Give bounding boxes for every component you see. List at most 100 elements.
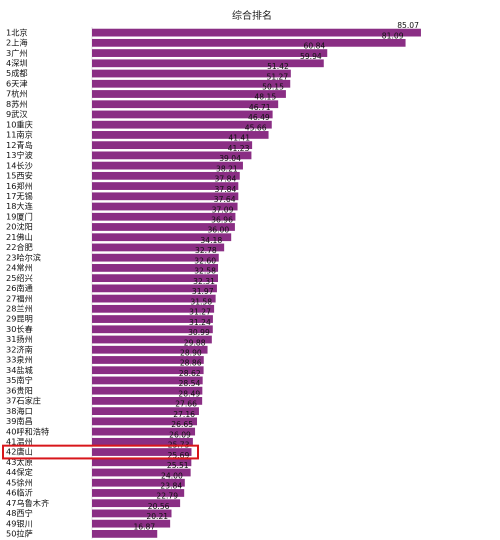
bar — [92, 202, 238, 211]
value-label: 32.60 — [194, 256, 216, 265]
value-label: 16.87 — [133, 522, 155, 531]
value-label: 20.56 — [148, 502, 170, 511]
category-label: 1北京 — [6, 27, 28, 37]
category-label: 12青岛 — [6, 140, 33, 150]
value-label: 22.79 — [156, 492, 178, 501]
category-label: 33泉州 — [6, 355, 33, 365]
bar — [92, 79, 291, 88]
category-label: 38海口 — [6, 406, 33, 416]
category-label: 34盐城 — [6, 365, 33, 375]
category-label: 41温州 — [6, 437, 33, 447]
bar — [92, 141, 253, 150]
category-label: 15西安 — [6, 171, 33, 181]
bar — [92, 49, 328, 57]
bar — [92, 131, 269, 139]
bar — [92, 120, 272, 129]
value-label: 24.00 — [161, 471, 183, 480]
category-label: 5成都 — [6, 68, 28, 78]
category-label: 8苏州 — [6, 99, 28, 109]
value-label: 32.58 — [194, 267, 216, 276]
category-label: 9武汉 — [6, 109, 28, 119]
bar — [92, 59, 324, 68]
bar — [92, 468, 191, 477]
bar — [92, 417, 198, 426]
bar — [92, 315, 213, 323]
bar — [92, 437, 193, 446]
value-label: 32.78 — [195, 246, 217, 255]
value-label: 51.42 — [267, 62, 289, 71]
bar — [92, 458, 192, 467]
value-label: 37.09 — [212, 205, 234, 214]
category-label: 11南京 — [6, 130, 33, 140]
bar — [92, 335, 212, 344]
category-label: 35南宁 — [6, 375, 33, 385]
bar — [92, 325, 213, 334]
bar — [92, 264, 219, 272]
category-label: 27福州 — [6, 293, 33, 303]
highlight-box — [2, 444, 199, 460]
value-label: 60.84 — [304, 42, 326, 51]
value-label: 59.94 — [300, 52, 322, 61]
bar — [92, 386, 203, 395]
value-label: 28.49 — [178, 389, 200, 398]
value-label: 85.07 — [397, 21, 419, 30]
value-label: 28.86 — [180, 359, 202, 368]
bar — [92, 509, 172, 518]
bar — [92, 489, 185, 497]
value-label: 41.41 — [228, 134, 250, 143]
value-label: 29.88 — [184, 338, 206, 347]
bars-group — [92, 28, 421, 538]
category-label: 43太原 — [6, 457, 33, 467]
bar — [92, 69, 291, 78]
category-label: 21佛山 — [6, 232, 33, 242]
value-label: 51.27 — [266, 72, 288, 81]
category-labels: 1北京2上海3广州4深圳5成都6天津7杭州8苏州9武汉10重庆11南京12青岛1… — [6, 27, 49, 538]
category-label: 30长春 — [6, 324, 33, 334]
value-label: 25.69 — [168, 451, 190, 460]
value-label: 48.15 — [254, 93, 276, 102]
value-label: 45.66 — [245, 123, 267, 132]
bar — [92, 192, 239, 201]
category-label: 36贵阳 — [6, 385, 33, 395]
value-label: 28.62 — [179, 369, 201, 378]
value-label: 31.97 — [192, 287, 214, 296]
bar — [92, 233, 232, 242]
category-label: 32济南 — [6, 344, 33, 354]
category-label: 26南通 — [6, 283, 33, 293]
category-label: 42唐山 — [6, 447, 33, 457]
value-label: 30.99 — [188, 328, 210, 337]
bar — [92, 223, 235, 231]
value-label: 41.23 — [228, 144, 250, 153]
bar — [92, 366, 204, 375]
bar — [92, 151, 252, 160]
bar — [92, 38, 406, 47]
value-label: 28.90 — [180, 348, 202, 357]
value-label: 36.96 — [211, 216, 233, 225]
category-label: 44保定 — [6, 467, 33, 477]
category-label: 20沈阳 — [6, 222, 33, 232]
category-label: 23哈尔滨 — [6, 252, 41, 262]
bar — [92, 171, 240, 180]
category-label: 48西宁 — [6, 508, 33, 518]
value-label: 28.54 — [179, 379, 201, 388]
bar — [92, 243, 225, 252]
category-label: 16郑州 — [6, 181, 33, 191]
value-label: 37.84 — [215, 185, 237, 194]
bar — [92, 530, 158, 538]
bar — [92, 427, 196, 436]
value-label: 26.09 — [169, 430, 191, 439]
bar — [92, 212, 236, 221]
category-label: 2上海 — [6, 38, 28, 48]
bar — [92, 161, 243, 170]
category-label: 50拉萨 — [6, 529, 33, 539]
value-label: 50.15 — [262, 83, 284, 92]
category-label: 46临沂 — [6, 488, 33, 498]
category-label: 37石家庄 — [6, 396, 41, 406]
value-label: 27.66 — [175, 400, 197, 409]
category-label: 29昆明 — [6, 314, 33, 324]
value-label: 38.21 — [216, 164, 238, 173]
bar — [92, 28, 421, 37]
bar — [92, 253, 219, 262]
category-label: 7杭州 — [6, 89, 28, 99]
